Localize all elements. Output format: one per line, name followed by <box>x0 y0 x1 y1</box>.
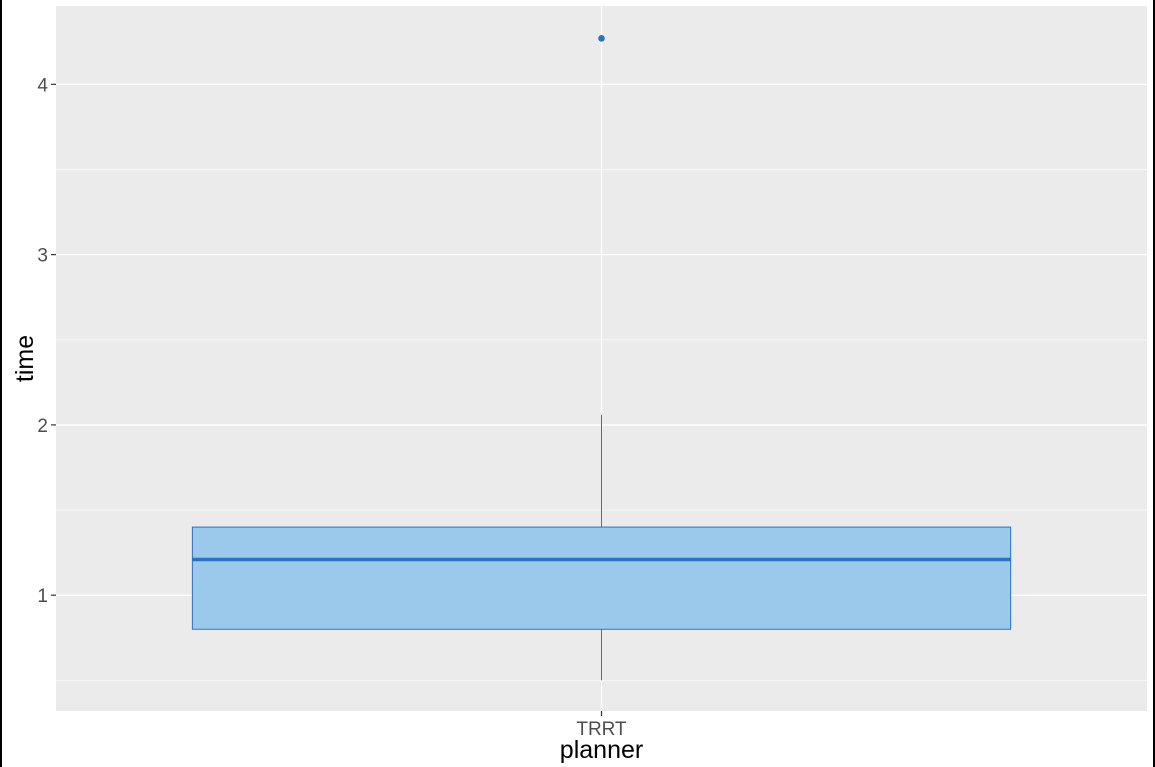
y-tick-label: 3 <box>37 246 48 267</box>
y-tick-label: 2 <box>37 416 48 437</box>
y-tick-label: 1 <box>37 586 48 607</box>
iqr-box <box>192 527 1010 629</box>
outlier-point <box>598 35 605 42</box>
y-axis-title: time <box>11 335 39 382</box>
x-axis-title: planner <box>560 736 643 764</box>
y-tick-label: 4 <box>37 75 48 96</box>
